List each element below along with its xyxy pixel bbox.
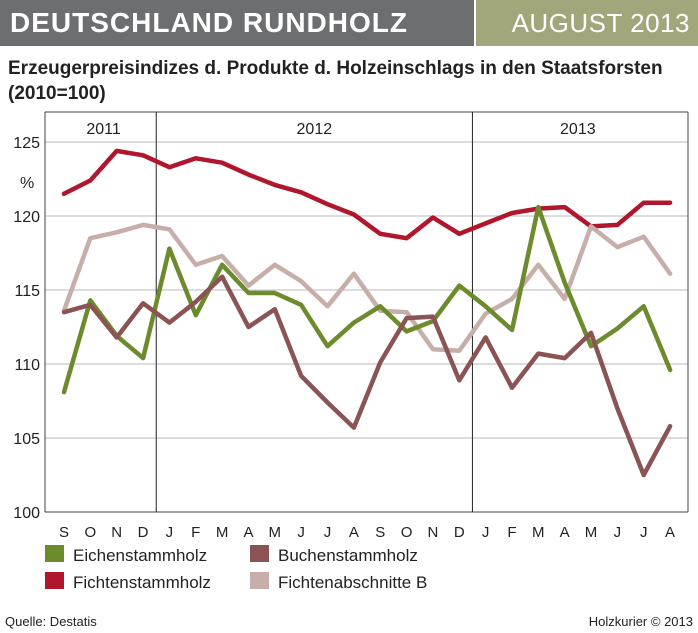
x-tick-label: J	[482, 524, 490, 541]
legend-label-fichtenstammholz: Fichtenstammholz	[73, 573, 211, 592]
source-note: Quelle: Destatis	[5, 614, 97, 629]
series-line-fichtenstammholz	[61, 148, 673, 241]
legend-swatch-fichtenstammholz	[45, 572, 64, 589]
header-issue: AUGUST 2013	[511, 8, 690, 38]
x-tick-label: J	[297, 524, 305, 541]
legend-label-buchenstammholz: Buchenstammholz	[278, 546, 418, 565]
x-tick-label: A	[349, 524, 359, 541]
header-title-bar: DEUTSCHLAND RUNDHOLZ	[0, 0, 474, 46]
legend-label-fichtenabschnitte-b: Fichtenabschnitte B	[278, 573, 427, 592]
chart-title: Erzeugerpreisindizes d. Produkte d. Holz…	[8, 58, 663, 104]
x-tick-label: M	[269, 524, 282, 541]
x-tick-label: D	[454, 524, 465, 541]
legend-swatch-buchenstammholz	[250, 545, 269, 562]
x-tick-label: F	[507, 524, 516, 541]
y-axis-unit: %	[20, 175, 34, 192]
x-tick-label: S	[375, 524, 385, 541]
y-tick-label-125: 125	[13, 135, 40, 152]
x-tick-label: F	[191, 524, 200, 541]
x-tick-label: M	[532, 524, 545, 541]
x-tick-label: O	[401, 524, 413, 541]
series-line-fichtenabschnitte-b	[61, 222, 673, 353]
y-tick-label-105: 105	[13, 431, 40, 448]
credit-note: Holzkurier © 2013	[588, 614, 693, 629]
y-tick-label-120: 120	[13, 209, 40, 226]
x-tick-label: J	[614, 524, 622, 541]
y-tick-label-110: 110	[14, 357, 40, 374]
y-tick-label-100: 100	[13, 505, 40, 522]
header-title: DEUTSCHLAND RUNDHOLZ	[10, 7, 408, 38]
year-label-2011: 2011	[86, 121, 121, 138]
series-line-eichenstammholz	[61, 204, 673, 395]
year-label-2013: 2013	[560, 121, 596, 138]
x-tick-label: N	[427, 524, 438, 541]
header-issue-bar: AUGUST 2013	[476, 0, 698, 46]
legend-label-eichenstammholz: Eichenstammholz	[73, 546, 207, 565]
x-tick-label: D	[138, 524, 149, 541]
x-tick-label: N	[111, 524, 122, 541]
year-label-2012: 2012	[297, 121, 333, 138]
x-tick-label: A	[665, 524, 675, 541]
x-tick-label: J	[324, 524, 332, 541]
series-line-buchenstammholz	[61, 274, 673, 478]
x-tick-label: S	[59, 524, 69, 541]
x-tick-label: J	[166, 524, 174, 541]
y-tick-label-115: 115	[14, 283, 40, 300]
x-tick-label: O	[85, 524, 97, 541]
legend-swatch-fichtenabschnitte-b	[250, 572, 269, 589]
legend-swatch-eichenstammholz	[45, 545, 64, 562]
x-tick-label: J	[640, 524, 648, 541]
x-tick-label: A	[243, 524, 253, 541]
x-tick-label: M	[216, 524, 229, 541]
x-tick-label: A	[560, 524, 570, 541]
x-tick-label: M	[585, 524, 598, 541]
